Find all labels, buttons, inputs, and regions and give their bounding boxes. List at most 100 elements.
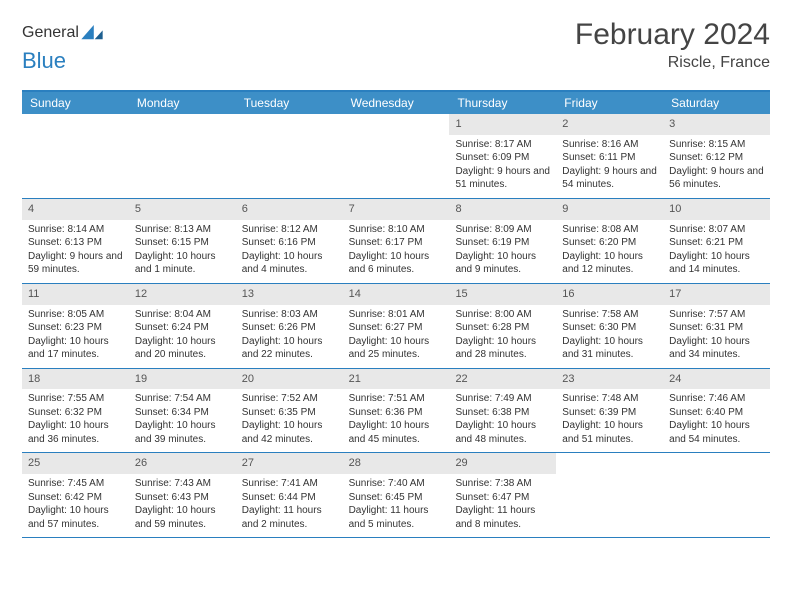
sunrise-line: Sunrise: 7:45 AM: [28, 477, 123, 491]
sunset-line: Sunset: 6:20 PM: [562, 236, 657, 250]
daylight-line: Daylight: 10 hours and 12 minutes.: [562, 250, 657, 277]
day-number: 18: [22, 369, 129, 390]
sunset-line: Sunset: 6:43 PM: [135, 491, 230, 505]
sunrise-line: Sunrise: 7:41 AM: [242, 477, 337, 491]
sunset-line: Sunset: 6:34 PM: [135, 406, 230, 420]
daylight-line: Daylight: 10 hours and 42 minutes.: [242, 419, 337, 446]
sunrise-line: Sunrise: 8:17 AM: [455, 138, 550, 152]
sunset-line: Sunset: 6:42 PM: [28, 491, 123, 505]
sunrise-line: Sunrise: 7:40 AM: [349, 477, 444, 491]
daylight-line: Daylight: 10 hours and 14 minutes.: [669, 250, 764, 277]
calendar: SundayMondayTuesdayWednesdayThursdayFrid…: [22, 90, 770, 538]
sunrise-line: Sunrise: 8:01 AM: [349, 308, 444, 322]
sunset-line: Sunset: 6:45 PM: [349, 491, 444, 505]
day-number: 8: [449, 199, 556, 220]
day-number: 11: [22, 284, 129, 305]
sunrise-line: Sunrise: 7:38 AM: [455, 477, 550, 491]
day-number: 5: [129, 199, 236, 220]
day-number: 4: [22, 199, 129, 220]
sunrise-line: Sunrise: 8:16 AM: [562, 138, 657, 152]
page-title: February 2024: [575, 18, 770, 52]
day-cell: [22, 114, 129, 198]
day-cell: 19Sunrise: 7:54 AMSunset: 6:34 PMDayligh…: [129, 369, 236, 453]
day-cell: [343, 114, 450, 198]
daylight-line: Daylight: 10 hours and 31 minutes.: [562, 335, 657, 362]
day-cell: 16Sunrise: 7:58 AMSunset: 6:30 PMDayligh…: [556, 284, 663, 368]
day-cell: 13Sunrise: 8:03 AMSunset: 6:26 PMDayligh…: [236, 284, 343, 368]
sunrise-line: Sunrise: 7:58 AM: [562, 308, 657, 322]
sunrise-line: Sunrise: 8:07 AM: [669, 223, 764, 237]
sunrise-line: Sunrise: 8:12 AM: [242, 223, 337, 237]
daylight-line: Daylight: 10 hours and 45 minutes.: [349, 419, 444, 446]
daylight-line: Daylight: 9 hours and 59 minutes.: [28, 250, 123, 277]
day-number: 25: [22, 453, 129, 474]
sunrise-line: Sunrise: 7:51 AM: [349, 392, 444, 406]
day-header-row: SundayMondayTuesdayWednesdayThursdayFrid…: [22, 92, 770, 114]
daylight-line: Daylight: 10 hours and 36 minutes.: [28, 419, 123, 446]
sunrise-line: Sunrise: 8:14 AM: [28, 223, 123, 237]
daylight-line: Daylight: 9 hours and 56 minutes.: [669, 165, 764, 192]
sunset-line: Sunset: 6:35 PM: [242, 406, 337, 420]
day-number: 12: [129, 284, 236, 305]
day-cell: 1Sunrise: 8:17 AMSunset: 6:09 PMDaylight…: [449, 114, 556, 198]
day-header: Wednesday: [343, 92, 450, 114]
day-header: Monday: [129, 92, 236, 114]
day-cell: [556, 453, 663, 537]
daylight-line: Daylight: 10 hours and 59 minutes.: [135, 504, 230, 531]
sunset-line: Sunset: 6:13 PM: [28, 236, 123, 250]
day-cell: [129, 114, 236, 198]
sunset-line: Sunset: 6:19 PM: [455, 236, 550, 250]
day-cell: 27Sunrise: 7:41 AMSunset: 6:44 PMDayligh…: [236, 453, 343, 537]
sunset-line: Sunset: 6:28 PM: [455, 321, 550, 335]
sunset-line: Sunset: 6:11 PM: [562, 151, 657, 165]
sunrise-line: Sunrise: 7:46 AM: [669, 392, 764, 406]
daylight-line: Daylight: 11 hours and 8 minutes.: [455, 504, 550, 531]
day-cell: 5Sunrise: 8:13 AMSunset: 6:15 PMDaylight…: [129, 199, 236, 283]
day-cell: 9Sunrise: 8:08 AMSunset: 6:20 PMDaylight…: [556, 199, 663, 283]
sunset-line: Sunset: 6:09 PM: [455, 151, 550, 165]
week-row: 4Sunrise: 8:14 AMSunset: 6:13 PMDaylight…: [22, 199, 770, 284]
day-cell: 3Sunrise: 8:15 AMSunset: 6:12 PMDaylight…: [663, 114, 770, 198]
day-cell: 18Sunrise: 7:55 AMSunset: 6:32 PMDayligh…: [22, 369, 129, 453]
day-cell: 26Sunrise: 7:43 AMSunset: 6:43 PMDayligh…: [129, 453, 236, 537]
logo-sail-icon: [81, 25, 103, 41]
sunset-line: Sunset: 6:40 PM: [669, 406, 764, 420]
day-cell: 28Sunrise: 7:40 AMSunset: 6:45 PMDayligh…: [343, 453, 450, 537]
day-number: 9: [556, 199, 663, 220]
day-header: Friday: [556, 92, 663, 114]
week-row: 18Sunrise: 7:55 AMSunset: 6:32 PMDayligh…: [22, 369, 770, 454]
day-number: 7: [343, 199, 450, 220]
day-number: 14: [343, 284, 450, 305]
day-cell: 7Sunrise: 8:10 AMSunset: 6:17 PMDaylight…: [343, 199, 450, 283]
sunrise-line: Sunrise: 7:43 AM: [135, 477, 230, 491]
sunset-line: Sunset: 6:31 PM: [669, 321, 764, 335]
sunset-line: Sunset: 6:26 PM: [242, 321, 337, 335]
daylight-line: Daylight: 10 hours and 9 minutes.: [455, 250, 550, 277]
daylight-line: Daylight: 10 hours and 28 minutes.: [455, 335, 550, 362]
day-cell: 10Sunrise: 8:07 AMSunset: 6:21 PMDayligh…: [663, 199, 770, 283]
day-header: Thursday: [449, 92, 556, 114]
sunrise-line: Sunrise: 7:49 AM: [455, 392, 550, 406]
daylight-line: Daylight: 11 hours and 5 minutes.: [349, 504, 444, 531]
sunset-line: Sunset: 6:15 PM: [135, 236, 230, 250]
day-cell: 8Sunrise: 8:09 AMSunset: 6:19 PMDaylight…: [449, 199, 556, 283]
logo: General: [22, 24, 103, 42]
day-number: 6: [236, 199, 343, 220]
day-cell: 29Sunrise: 7:38 AMSunset: 6:47 PMDayligh…: [449, 453, 556, 537]
day-cell: 4 Sunrise: 8:14 AMSunset: 6:13 PMDaylight…: [22, 199, 129, 283]
week-row: 11Sunrise: 8:05 AMSunset: 6:23 PMDayligh…: [22, 284, 770, 369]
sunrise-line: Sunrise: 7:52 AM: [242, 392, 337, 406]
day-cell: 22Sunrise: 7:49 AMSunset: 6:38 PMDayligh…: [449, 369, 556, 453]
daylight-line: Daylight: 10 hours and 54 minutes.: [669, 419, 764, 446]
day-cell: 12Sunrise: 8:04 AMSunset: 6:24 PMDayligh…: [129, 284, 236, 368]
day-cell: 21Sunrise: 7:51 AMSunset: 6:36 PMDayligh…: [343, 369, 450, 453]
week-row: 1 Sunrise: 8:17 AMSunset: 6:09 PM Daylight…: [22, 114, 770, 199]
day-number: 1: [449, 114, 556, 135]
logo-word2: Blue: [22, 48, 66, 73]
daylight-line: Daylight: 10 hours and 17 minutes.: [28, 335, 123, 362]
sunset-line: Sunset: 6:23 PM: [28, 321, 123, 335]
day-cell: 20Sunrise: 7:52 AMSunset: 6:35 PMDayligh…: [236, 369, 343, 453]
day-cell: 14Sunrise: 8:01 AMSunset: 6:27 PMDayligh…: [343, 284, 450, 368]
daylight-line: Daylight: 10 hours and 20 minutes.: [135, 335, 230, 362]
daylight-line: Daylight: 9 hours and 54 minutes.: [562, 165, 657, 192]
